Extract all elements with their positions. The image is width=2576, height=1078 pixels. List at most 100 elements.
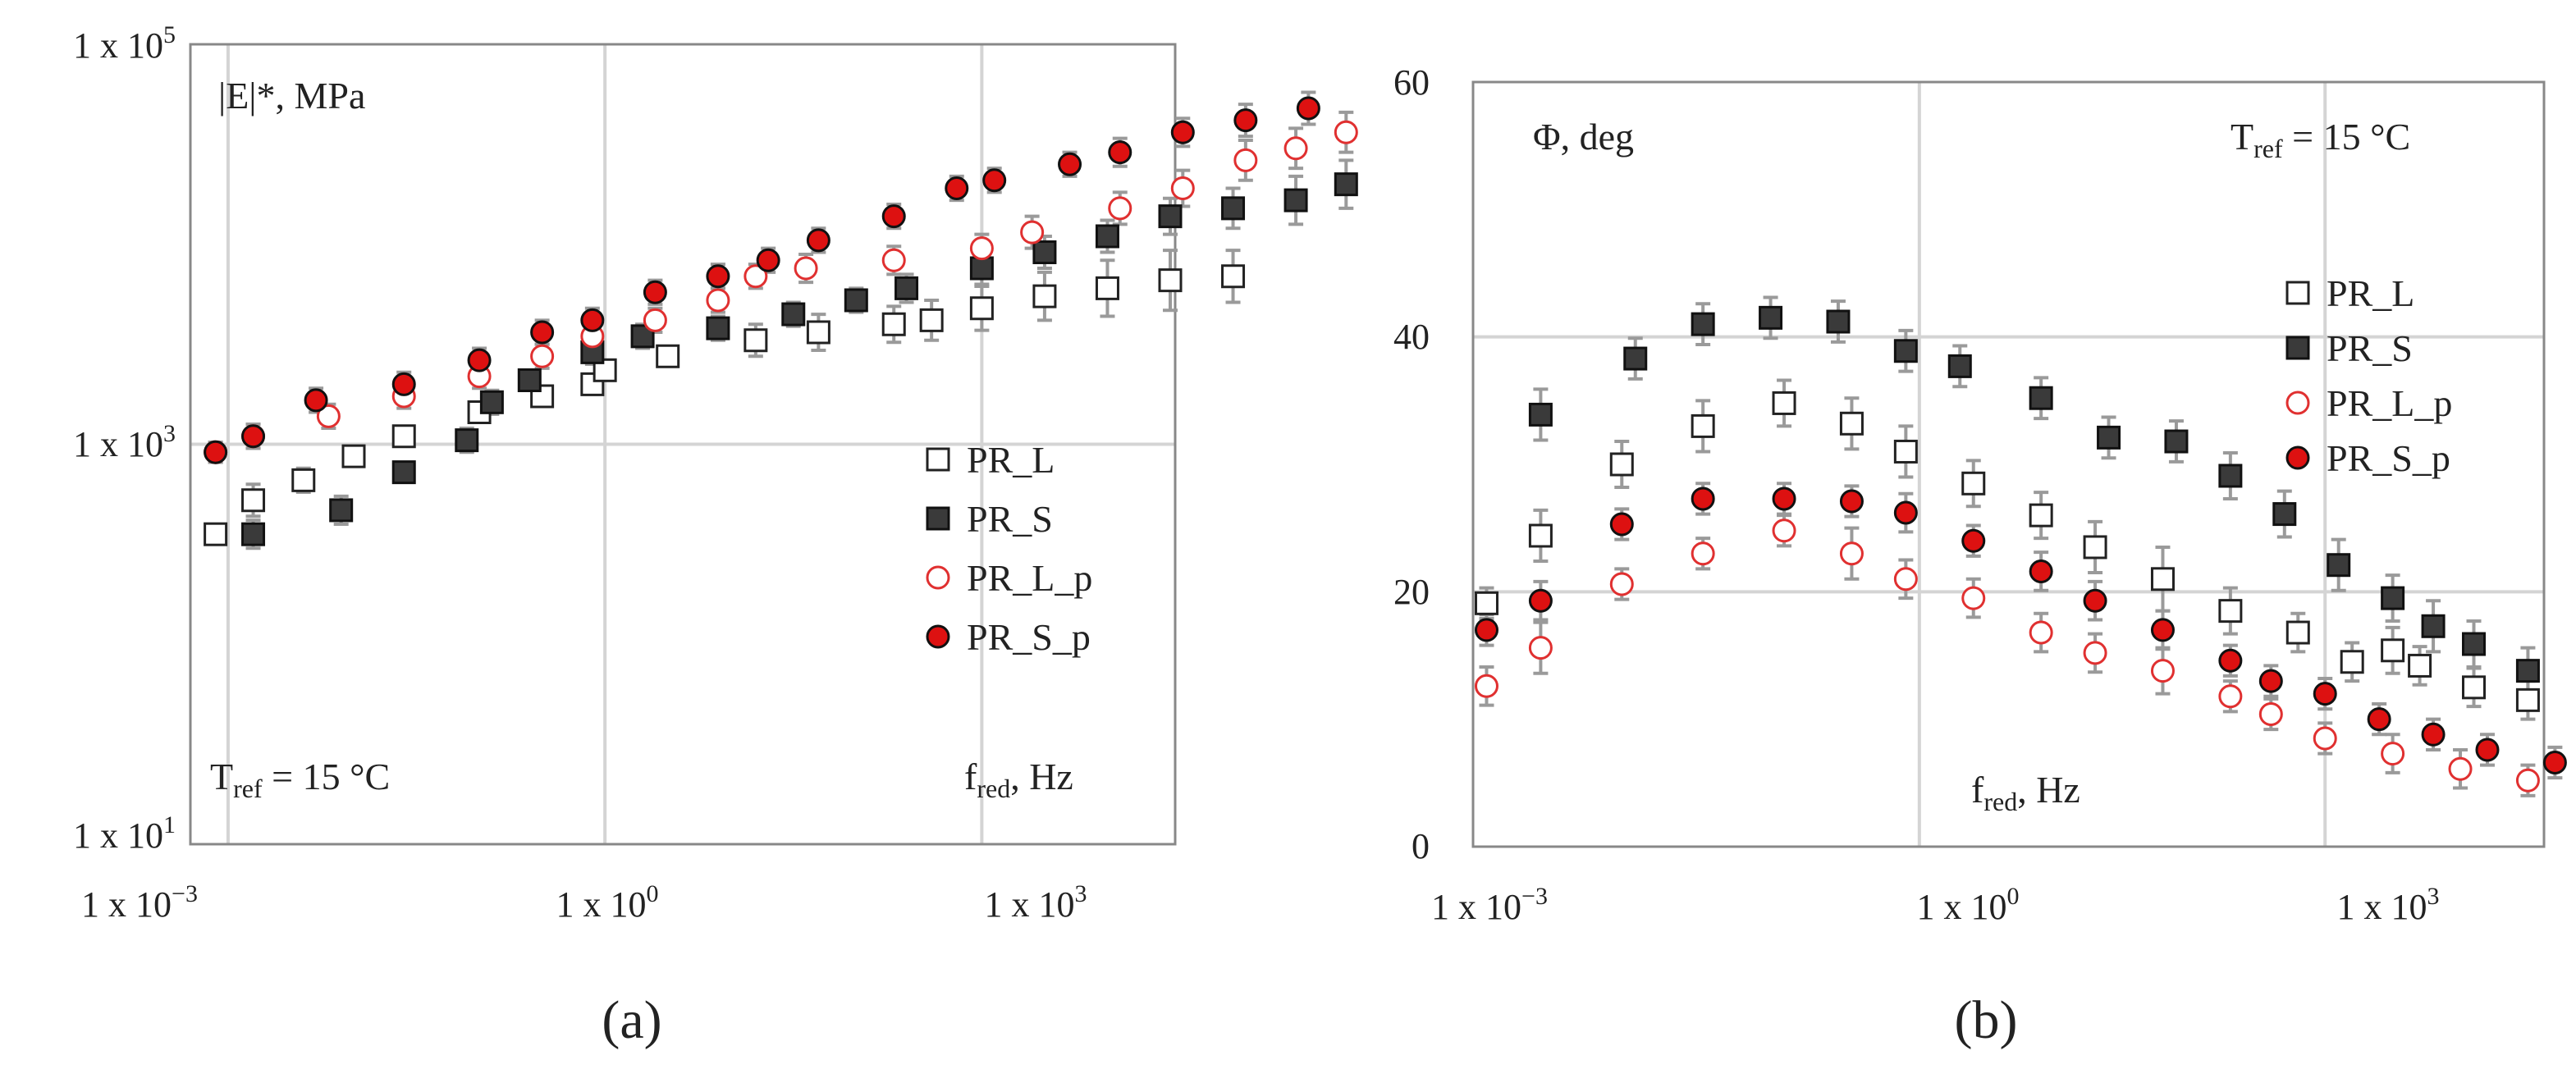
- point-pr-s: [2462, 632, 2487, 656]
- point-pr-l-p: [2029, 620, 2053, 645]
- legend-label-pr-l-p: PR_L_p: [967, 557, 1092, 599]
- point-pr-l-p: [2218, 684, 2243, 709]
- point-pr-s-p: [2029, 559, 2053, 583]
- legend-item-pr-l: PR_L: [926, 439, 1055, 481]
- point-pr-l-p: [1108, 196, 1132, 221]
- point-pr-s-p: [2313, 682, 2337, 706]
- point-pr-l: [341, 444, 366, 468]
- legend-item-pr-s: PR_S: [2285, 327, 2413, 369]
- data-points-a: [204, 96, 1358, 546]
- point-pr-s: [1032, 240, 1057, 264]
- legend-item-pr-l: PR_L: [2285, 272, 2414, 314]
- point-pr-l-p: [706, 288, 730, 313]
- point-pr-l-p: [530, 344, 555, 368]
- legend-label-pr-l: PR_L: [967, 439, 1055, 481]
- point-pr-l-p: [2313, 726, 2337, 751]
- point-pr-s-p: [1961, 528, 1986, 553]
- point-pr-s-p: [1772, 486, 1796, 511]
- point-pr-s-p: [2083, 588, 2107, 613]
- point-pr-s: [1158, 204, 1183, 229]
- point-pr-s-p: [982, 168, 1007, 193]
- point-pr-l-p: [2381, 742, 2405, 766]
- point-pr-l-p: [2083, 641, 2107, 665]
- legend-a: PR_L PR_S PR_L_p PR_S_p: [926, 439, 1092, 658]
- legend-marker-pr-s: [2285, 336, 2310, 360]
- point-pr-s-p: [2367, 707, 2391, 732]
- point-pr-l-p: [1474, 674, 1498, 698]
- point-pr-s-p: [304, 388, 328, 413]
- data-points-b: [1474, 305, 2567, 793]
- point-pr-s-p: [2421, 722, 2446, 747]
- legend-label-pr-s: PR_S: [967, 498, 1053, 540]
- legend-label-pr-l-p: PR_L_p: [2327, 382, 2452, 424]
- legend-item-pr-s-p: PR_S_p: [2285, 437, 2450, 479]
- point-pr-s: [844, 288, 868, 313]
- x-tick-label-1e3: 1 x 103: [985, 880, 1087, 925]
- point-pr-l: [1528, 523, 1553, 548]
- point-pr-s-p: [467, 348, 492, 372]
- legend-marker-pr-l: [2285, 281, 2310, 305]
- point-pr-l: [1691, 413, 1715, 438]
- point-pr-l-p: [794, 256, 818, 281]
- point-pr-l: [391, 424, 416, 449]
- legend-item-pr-s-p: PR_S_p: [926, 616, 1091, 658]
- point-pr-s: [1528, 402, 1553, 427]
- point-pr-l-p: [1334, 120, 1358, 144]
- point-pr-s: [1623, 346, 1648, 371]
- point-pr-l: [2408, 653, 2432, 678]
- point-pr-s: [2327, 553, 2351, 578]
- point-pr-l-p: [1020, 220, 1045, 244]
- panel-a: 1 x 101 1 x 103 1 x 105 1 x 10−3 1 x 100…: [73, 21, 1358, 1050]
- point-pr-s-p: [2475, 738, 2500, 762]
- point-pr-l: [2150, 567, 2175, 592]
- point-pr-s-p: [881, 204, 906, 229]
- point-pr-s-p: [2542, 750, 2567, 774]
- point-pr-l: [2029, 503, 2053, 528]
- point-pr-s-p: [1839, 489, 1864, 514]
- error-bars-a: [208, 90, 1354, 550]
- point-pr-s-p: [1170, 120, 1195, 144]
- point-pr-l-p: [1283, 136, 1308, 161]
- point-pr-s-p: [806, 228, 830, 253]
- legend-label-pr-s: PR_S: [2327, 327, 2413, 369]
- point-pr-s: [329, 498, 354, 523]
- point-pr-s: [2272, 502, 2297, 527]
- point-pr-s: [895, 276, 919, 300]
- legend-marker-pr-s: [926, 506, 950, 531]
- x-axis-label-b: fred, Hz: [1971, 769, 2080, 816]
- point-pr-s-p: [580, 308, 605, 332]
- point-pr-l: [291, 468, 316, 492]
- panel-label-a: (a): [602, 990, 661, 1050]
- point-pr-s-p: [2218, 648, 2243, 673]
- point-pr-s: [2421, 614, 2446, 638]
- legend-label-pr-l: PR_L: [2327, 272, 2414, 314]
- x-tick-label-b-1e0: 1 x 100: [1917, 883, 2020, 927]
- point-pr-l: [806, 320, 830, 345]
- point-pr-l: [2285, 620, 2310, 645]
- point-pr-s-p: [241, 424, 266, 449]
- point-pr-s: [479, 390, 504, 414]
- point-pr-s-p: [945, 176, 969, 200]
- point-pr-l: [2515, 687, 2540, 712]
- y-tick-label-1e5: 1 x 105: [73, 21, 176, 66]
- point-pr-l: [656, 344, 680, 368]
- legend-marker-pr-s-p: [2285, 445, 2310, 470]
- point-pr-s: [969, 256, 994, 281]
- point-pr-l-p: [2258, 701, 2283, 726]
- point-pr-l-p: [2448, 756, 2473, 781]
- legend-item-pr-l-p: PR_L_p: [926, 557, 1092, 599]
- point-pr-s: [1759, 305, 1783, 330]
- point-pr-s-p: [1058, 152, 1082, 176]
- x-tick-label-b-1e-3: 1 x 10−3: [1431, 883, 1548, 927]
- point-pr-l: [919, 308, 944, 332]
- error-bars-b: [1479, 295, 2563, 797]
- legend-marker-pr-l-p: [2285, 391, 2310, 415]
- point-pr-l-p: [643, 308, 667, 332]
- y-tick-label-60: 60: [1393, 62, 1430, 103]
- point-pr-l-p: [969, 236, 994, 261]
- point-pr-l-p: [1893, 567, 1918, 592]
- x-tick-label-b-1e3: 1 x 103: [2337, 883, 2440, 927]
- point-pr-s-p: [1474, 618, 1498, 642]
- point-pr-s-p: [1609, 512, 1634, 537]
- point-pr-s: [2029, 386, 2053, 410]
